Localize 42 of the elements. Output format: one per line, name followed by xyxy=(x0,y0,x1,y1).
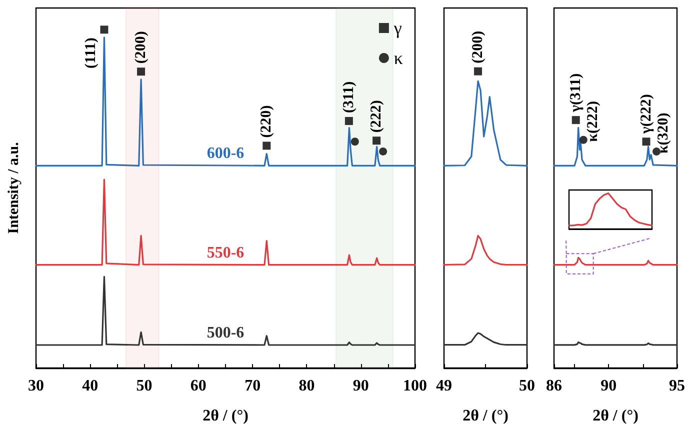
x-axis-title: 2θ / (°) xyxy=(202,408,248,424)
x-tick-label: 49 xyxy=(436,378,452,394)
legend-label: κ xyxy=(394,48,404,68)
annotation: κ(222) xyxy=(584,101,601,142)
point xyxy=(379,147,388,156)
x-tick-label: 90 xyxy=(352,378,369,394)
point xyxy=(579,136,588,144)
point xyxy=(344,117,353,126)
y-axis-title: Intensity / a.u. xyxy=(6,142,22,234)
point xyxy=(137,68,146,76)
series-label: 500-6 xyxy=(206,324,244,342)
point xyxy=(350,138,359,146)
x-tick-label: 30 xyxy=(28,378,44,394)
x-tick-label: 100 xyxy=(403,378,427,394)
annotation: (311) xyxy=(340,81,357,114)
x-tick-label: 50 xyxy=(519,378,535,394)
annotation: (200) xyxy=(133,31,150,64)
x-tick-label: 80 xyxy=(298,378,315,394)
x-tick-label: 90 xyxy=(600,378,617,394)
x-tick-label: 86 xyxy=(546,378,562,394)
x-tick-label: 70 xyxy=(244,378,261,394)
x-axis-title: 2θ / (°) xyxy=(462,408,508,424)
annotation: κ(320) xyxy=(655,112,672,154)
annotation: γ(311) xyxy=(568,73,584,114)
legend-label: γ xyxy=(392,18,402,38)
annotation: (111) xyxy=(83,38,100,68)
point xyxy=(642,138,650,146)
annotation: (220) xyxy=(258,105,275,138)
point xyxy=(572,116,580,124)
series-label: 550-6 xyxy=(206,244,244,262)
x-tick-label: 95 xyxy=(669,378,685,394)
x-tick-label: 50 xyxy=(136,378,152,394)
series-label: 600-6 xyxy=(206,145,244,162)
annotation: γ(222) xyxy=(638,94,654,135)
x-axis-title: 2θ / (°) xyxy=(592,408,638,424)
point xyxy=(262,142,271,150)
x-tick-label: 60 xyxy=(190,378,206,394)
annotation: (200) xyxy=(470,30,486,64)
point xyxy=(372,136,381,145)
annotation: (222) xyxy=(368,100,385,133)
x-tick-label: 40 xyxy=(82,378,98,394)
point xyxy=(100,26,108,34)
